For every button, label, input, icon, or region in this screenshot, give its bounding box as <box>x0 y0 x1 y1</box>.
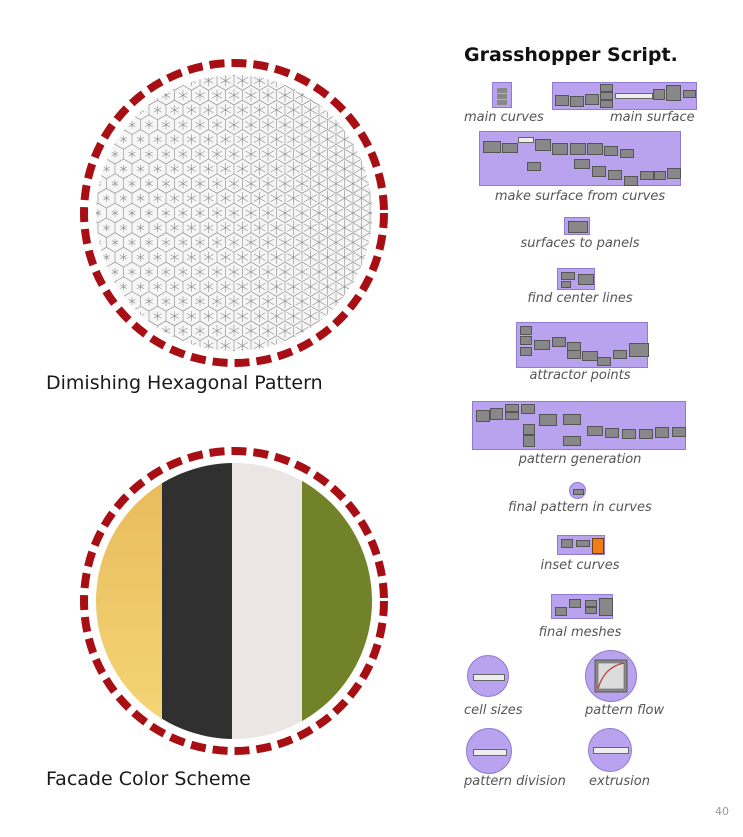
hex-pattern-figure <box>80 59 388 367</box>
pattern-flow-caption: pattern flow <box>585 703 665 718</box>
hex-pattern <box>96 75 372 351</box>
graph-mapper-icon <box>594 659 628 693</box>
hex-pattern-lines <box>96 75 372 351</box>
hex-pattern-ring <box>80 59 388 367</box>
inset-curves-caption: inset curves <box>540 558 620 573</box>
pattern-generation-caption: pattern generation <box>518 452 642 467</box>
pattern-generation-panel <box>472 401 686 450</box>
attractor-points-panel <box>516 322 649 368</box>
pattern-title: Dimishing Hexagonal Pattern <box>46 372 323 394</box>
pattern-division-caption: pattern division <box>464 774 566 789</box>
final-meshes-panel <box>551 594 613 619</box>
extrusion-caption: extrusion <box>589 774 650 789</box>
cell-sizes-caption: cell sizes <box>464 703 523 718</box>
main-curves-panel <box>492 82 512 108</box>
main-surface-panel <box>552 82 697 110</box>
pattern-flow-panel <box>585 650 637 702</box>
attractor-points-caption: attractor points <box>529 368 631 383</box>
inset-curves-panel <box>557 535 605 555</box>
color-scheme-ring <box>80 447 388 755</box>
make-surface-panel <box>479 131 681 186</box>
script-title: Grasshopper Script. <box>464 44 678 66</box>
main-surface-caption: main surface <box>610 110 695 125</box>
pattern-division-panel <box>466 728 512 774</box>
main-curves-caption: main curves <box>464 110 544 125</box>
surfaces-to-panels-caption: surfaces to panels <box>520 236 640 251</box>
final-pattern-panel <box>569 482 586 499</box>
accent-component <box>592 538 604 554</box>
find-center-lines-caption: find center lines <box>527 291 633 306</box>
find-center-lines-panel <box>557 268 595 290</box>
page-number: 40 <box>715 805 729 818</box>
color-scheme-title: Facade Color Scheme <box>46 768 251 790</box>
swatch-off-white <box>232 463 303 739</box>
make-surface-caption: make surface from curves <box>494 189 666 204</box>
final-meshes-caption: final meshes <box>538 625 622 640</box>
surfaces-to-panels-panel <box>564 217 590 235</box>
final-pattern-caption: final pattern in curves <box>508 500 652 515</box>
extrusion-panel <box>588 728 632 772</box>
swatch-charcoal <box>162 463 233 739</box>
cell-sizes-panel <box>467 655 509 697</box>
color-scheme-figure <box>80 447 388 755</box>
